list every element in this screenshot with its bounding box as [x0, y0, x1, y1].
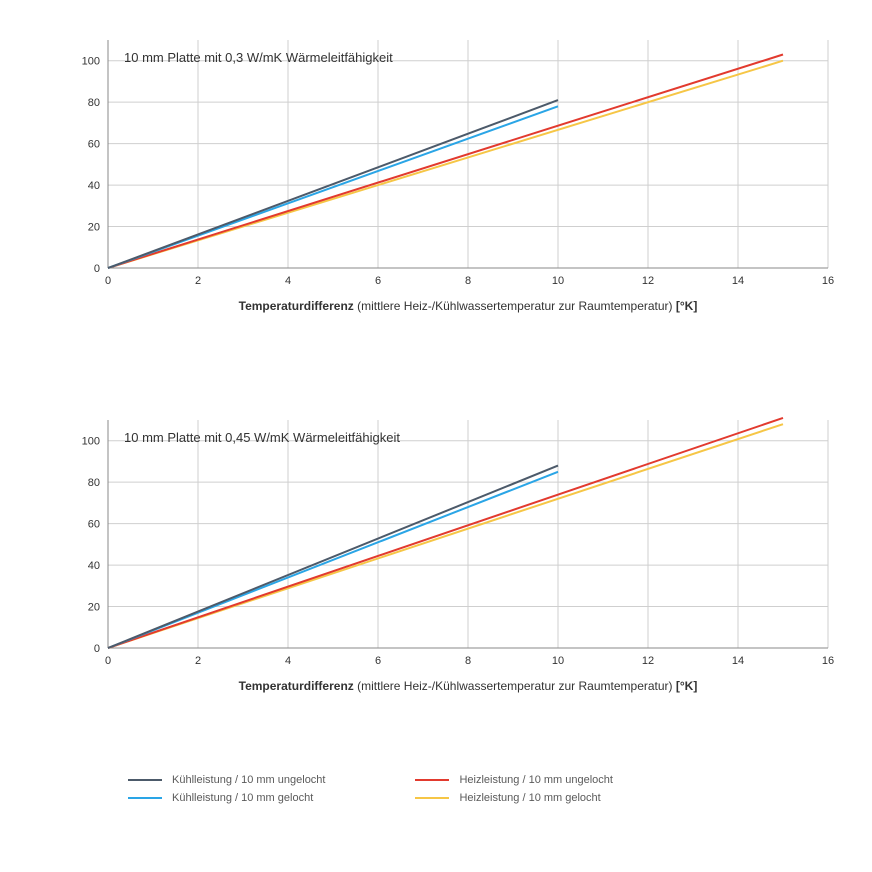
- x-tick-label: 12: [642, 275, 654, 287]
- chart-title: 10 mm Platte mit 0,45 W/mK Wärmeleitfähi…: [124, 430, 400, 445]
- legend-item: Heizleistung / 10 mm gelocht: [415, 792, 612, 804]
- y-tick-label: 100: [82, 436, 100, 448]
- legend-item: Heizleistung / 10 mm ungelocht: [415, 774, 612, 786]
- y-tick-label: 0: [94, 643, 100, 655]
- y-tick-label: 80: [88, 477, 100, 489]
- y-tick-label: 80: [88, 97, 100, 109]
- x-tick-label: 8: [465, 655, 471, 667]
- x-tick-label: 0: [105, 275, 111, 287]
- x-tick-label: 12: [642, 655, 654, 667]
- legend-swatch: [415, 797, 449, 799]
- x-tick-label: 4: [285, 275, 291, 287]
- series-cool_unperf: [108, 466, 558, 648]
- y-tick-label: 100: [82, 56, 100, 68]
- legend-item: Kühlleistung / 10 mm gelocht: [128, 792, 325, 804]
- x-tick-label: 2: [195, 275, 201, 287]
- chart-panel-2: 0 20 40 60 80 100 0 2 4 6 8 10 12 14 16 10 mm Platte mi…: [78, 412, 836, 706]
- legend-item: Kühlleistung / 10 mm ungelocht: [128, 774, 325, 786]
- y-tick-label: 0: [94, 263, 100, 275]
- legend-swatch: [128, 779, 162, 781]
- legend-label: Heizleistung / 10 mm ungelocht: [459, 774, 612, 786]
- y-tick-label: 60: [88, 139, 100, 151]
- legend-swatch: [128, 797, 162, 799]
- x-tick-label: 8: [465, 275, 471, 287]
- y-tick-label: 60: [88, 519, 100, 531]
- series-heat_unperf: [108, 55, 783, 268]
- chart-panel-1: 0 20 40 60 80 100 0 2 4 6 8 10 12 14 16 10 mm Platte mi…: [78, 32, 836, 326]
- y-tick-label: 40: [88, 180, 100, 192]
- x-tick-label: 10: [552, 655, 564, 667]
- chart-title: 10 mm Platte mit 0,3 W/mK Wärmeleitfähig…: [124, 50, 393, 65]
- legend-label: Heizleistung / 10 mm gelocht: [459, 792, 600, 804]
- legend-label: Kühlleistung / 10 mm ungelocht: [172, 774, 325, 786]
- x-tick-label: 16: [822, 655, 834, 667]
- legend-column: Heizleistung / 10 mm ungelocht Heizleistu…: [415, 774, 612, 804]
- y-tick-label: 20: [88, 222, 100, 234]
- x-tick-label: 6: [375, 275, 381, 287]
- y-tick-label: 40: [88, 560, 100, 572]
- legend-swatch: [415, 779, 449, 781]
- series-heat_unperf: [108, 418, 783, 648]
- x-tick-label: 14: [732, 275, 744, 287]
- x-tick-label: 10: [552, 275, 564, 287]
- series-cool_unperf: [108, 100, 558, 268]
- legend-label: Kühlleistung / 10 mm gelocht: [172, 792, 313, 804]
- x-tick-label: 2: [195, 655, 201, 667]
- x-tick-label: 4: [285, 655, 291, 667]
- x-tick-label: 0: [105, 655, 111, 667]
- chart-legend: Kühlleistung / 10 mm ungelocht Kühlleistu…: [128, 774, 613, 804]
- x-tick-label: 6: [375, 655, 381, 667]
- y-tick-label: 20: [88, 602, 100, 614]
- x-tick-label: 16: [822, 275, 834, 287]
- legend-column: Kühlleistung / 10 mm ungelocht Kühlleistu…: [128, 774, 325, 804]
- x-axis-title: Temperaturdifferenz (mittlere Heiz-/Kühl…: [239, 679, 698, 693]
- x-tick-label: 14: [732, 655, 744, 667]
- x-axis-title: Temperaturdifferenz (mittlere Heiz-/Kühl…: [239, 299, 698, 313]
